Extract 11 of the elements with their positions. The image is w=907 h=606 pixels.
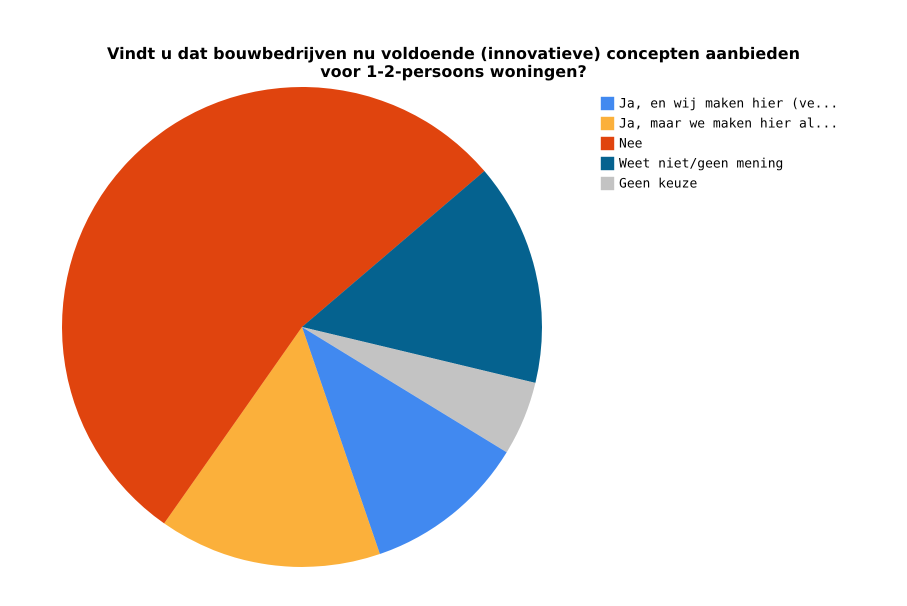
- legend-label: Geen keuze: [619, 176, 698, 192]
- pie-slice: [62, 87, 484, 524]
- chart-title: Vindt u dat bouwbedrijven nu voldoende (innovatieve) concepten aanbieden voor 1-2-persoons woningen?: [107, 44, 800, 81]
- legend-label: Ja, en wij maken hier (ve...: [619, 96, 838, 112]
- legend-label: Nee: [619, 136, 643, 152]
- pie-slice: [302, 171, 542, 383]
- pie-slice: [302, 327, 536, 452]
- legend-label: Weet niet/geen mening: [619, 156, 784, 172]
- legend-label: Ja, maar we maken hier al...: [619, 116, 838, 132]
- pie-slice: [302, 327, 507, 554]
- pie-slice: [164, 327, 380, 567]
